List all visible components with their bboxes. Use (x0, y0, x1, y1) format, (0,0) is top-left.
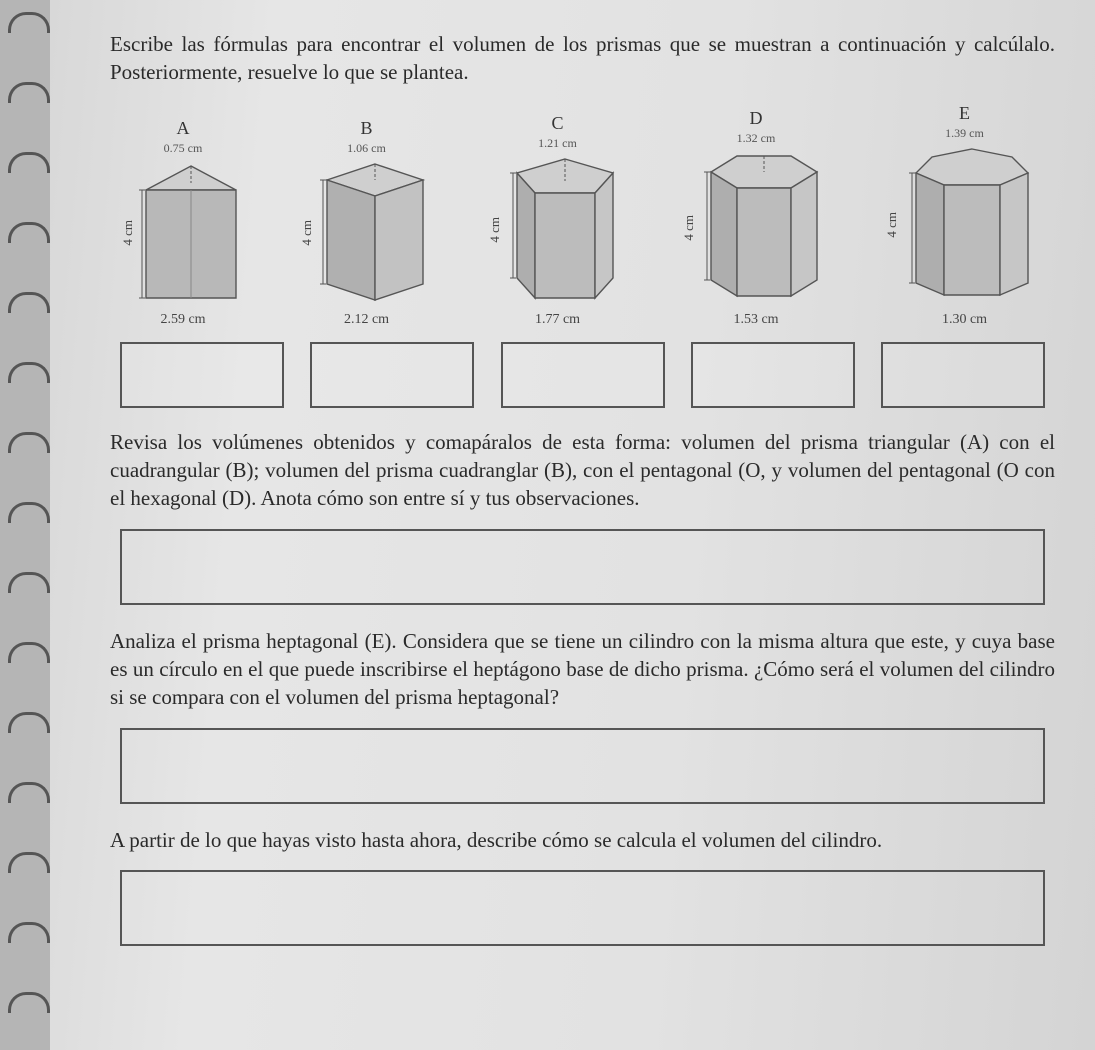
height-label: 4 cm (120, 220, 136, 246)
apotema-label: 1.32 cm (737, 131, 776, 146)
question-2: Analiza el prisma heptagonal (E). Consid… (110, 627, 1055, 712)
height-label: 4 cm (299, 220, 315, 246)
apotema-label: 1.21 cm (538, 136, 577, 151)
prism-D: D 1.32 cm 4 cm 1.53 cm (681, 108, 832, 328)
height-label: 4 cm (681, 215, 697, 241)
prism-letter: A (177, 118, 190, 139)
square-prism-icon (315, 158, 435, 308)
apotema-label: 1.06 cm (347, 141, 386, 156)
prism-B: B 1.06 cm 4 cm 2.12 cm (299, 118, 435, 328)
answer-area-3[interactable] (120, 870, 1045, 946)
prism-letter: B (360, 118, 372, 139)
base-label: 1.30 cm (942, 312, 987, 328)
prisms-row: A 0.75 cm 4 cm 2.59 cm B 1.06 cm 4 cm (110, 103, 1055, 328)
prism-letter: D (750, 108, 763, 129)
pentagonal-prism-icon (503, 153, 628, 308)
answer-box-D[interactable] (691, 342, 855, 408)
intro-text: Escribe las fórmulas para encontrar el v… (110, 30, 1055, 87)
question-3: A partir de lo que hayas visto hasta aho… (110, 826, 1055, 854)
base-label: 1.53 cm (733, 312, 778, 328)
answer-box-C[interactable] (501, 342, 665, 408)
heptagonal-prism-icon (900, 143, 1045, 308)
base-label: 1.77 cm (535, 312, 580, 328)
apotema-label: 1.39 cm (945, 126, 984, 141)
prism-letter: C (551, 113, 563, 134)
prism-letter: E (959, 103, 970, 124)
answer-area-2[interactable] (120, 728, 1045, 804)
apotema-label: 0.75 cm (164, 141, 203, 156)
answer-box-B[interactable] (310, 342, 474, 408)
prism-C: C 1.21 cm 4 cm 1.77 cm (487, 113, 628, 328)
hexagonal-prism-icon (697, 148, 832, 308)
base-label: 2.59 cm (160, 312, 205, 328)
spiral-binding (0, 0, 50, 1050)
height-label: 4 cm (487, 217, 503, 243)
worksheet-page: Escribe las fórmulas para encontrar el v… (50, 0, 1095, 1050)
question-1: Revisa los volúmenes obtenidos y comapár… (110, 428, 1055, 513)
answer-box-E[interactable] (881, 342, 1045, 408)
answer-area-1[interactable] (120, 529, 1045, 605)
base-label: 2.12 cm (344, 312, 389, 328)
answer-boxes-row (110, 342, 1055, 408)
prism-A: A 0.75 cm 4 cm 2.59 cm (120, 118, 246, 328)
height-label: 4 cm (884, 212, 900, 238)
answer-box-A[interactable] (120, 342, 284, 408)
triangular-prism-icon (136, 158, 246, 308)
prism-E: E 1.39 cm 4 cm 1.30 cm (884, 103, 1045, 328)
